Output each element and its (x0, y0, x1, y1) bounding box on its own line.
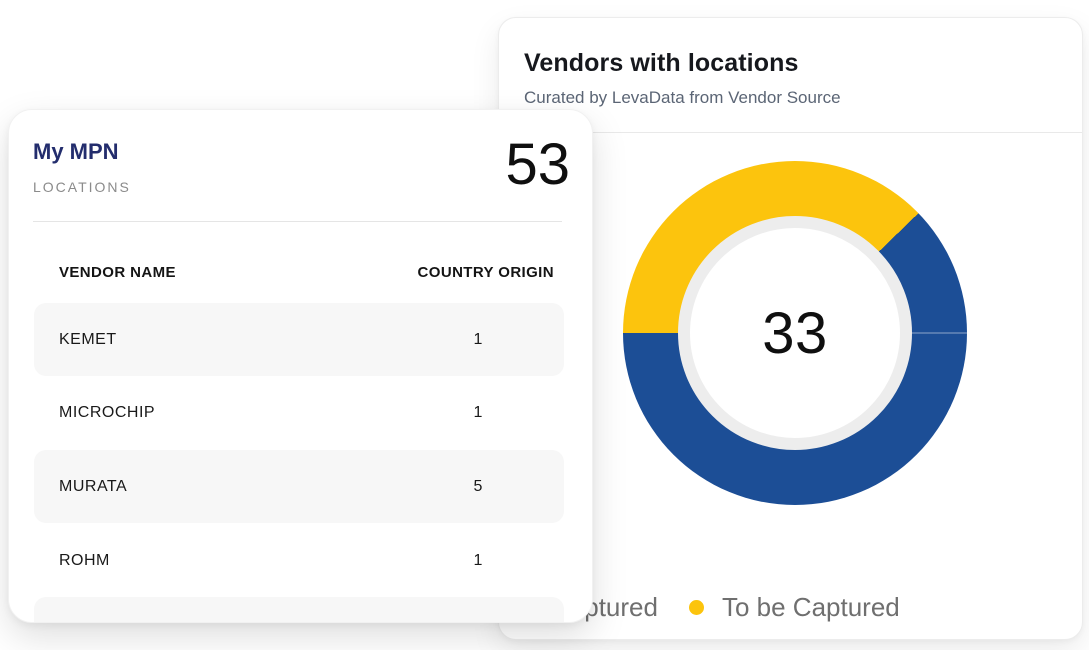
card-title: My MPN (33, 139, 119, 164)
donut-hole: 33 (678, 216, 912, 450)
table-row: MURATA 5 (34, 450, 564, 523)
legend-label: To be Captured (721, 592, 900, 622)
header-divider (33, 221, 562, 222)
vendor-name-cell: MURATA (59, 477, 128, 495)
donut-segment-seam (910, 332, 967, 334)
legend-item-to-be-captured[interactable]: To be Captured (688, 592, 900, 622)
country-origin-cell: 1 (473, 551, 483, 569)
card-title: Vendors with locations (524, 49, 799, 77)
donut-center-value: 33 (762, 300, 828, 366)
donut-chart: 33 (623, 161, 967, 505)
column-header-vendor-name: VENDOR NAME (59, 264, 176, 281)
vendors-with-locations-card: Vendors with locations Curated by LevaDa… (498, 17, 1083, 640)
table-row-partial (34, 597, 564, 622)
header-divider (499, 132, 1082, 133)
country-origin-cell: 1 (473, 330, 483, 348)
my-mpn-locations-card: My MPN LOCATIONS 53 VENDOR NAME COUNTRY … (8, 109, 593, 623)
country-origin-cell: 1 (473, 403, 483, 421)
vendor-name-cell: KEMET (59, 330, 117, 348)
column-header-country-origin: COUNTRY ORIGIN (417, 264, 554, 281)
card-subtitle: LOCATIONS (33, 179, 131, 195)
table-row: MICROCHIP 1 (34, 376, 564, 449)
table-row: KEMET 1 (34, 303, 564, 376)
to-be-captured-dot-icon (688, 599, 704, 615)
country-origin-cell: 5 (473, 477, 483, 495)
locations-total: 53 (505, 132, 570, 197)
table-row: ROHM 1 (34, 524, 564, 597)
card-subtitle: Curated by LevaData from Vendor Source (524, 88, 841, 107)
vendor-name-cell: MICROCHIP (59, 403, 156, 421)
vendor-name-cell: ROHM (59, 551, 110, 569)
